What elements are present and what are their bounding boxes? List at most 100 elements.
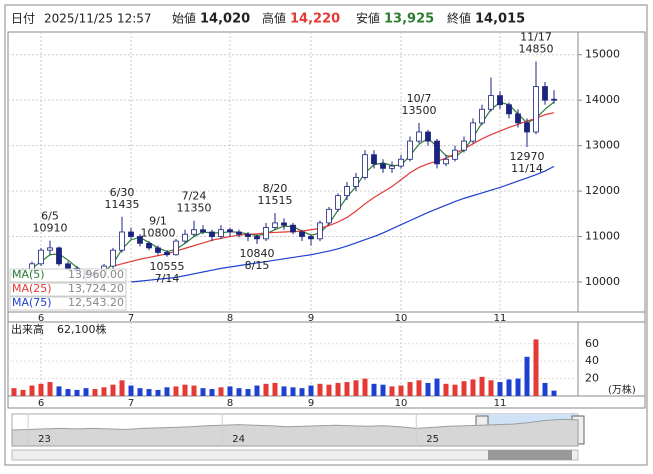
volume-bar bbox=[506, 379, 512, 396]
navigator-area bbox=[11, 418, 579, 447]
volume-bar bbox=[533, 339, 539, 396]
candle-body bbox=[65, 263, 71, 269]
candle-body bbox=[488, 95, 494, 110]
volume-bar bbox=[335, 382, 341, 396]
annotation: 8/20 bbox=[263, 182, 288, 195]
annotation: 7/14 bbox=[155, 272, 180, 285]
candle-body bbox=[128, 231, 134, 237]
candle-body bbox=[398, 158, 404, 167]
volume-bar bbox=[119, 380, 125, 396]
candle-body bbox=[425, 131, 431, 142]
y-tick-label: 20 bbox=[585, 372, 599, 385]
candle-body bbox=[479, 108, 485, 124]
volume-bar bbox=[524, 356, 530, 396]
volume-bar bbox=[74, 389, 80, 396]
volume-bar bbox=[389, 386, 395, 396]
header-value: 14,020 bbox=[200, 12, 250, 27]
x-tick-label: 6 bbox=[38, 398, 44, 409]
candle-body bbox=[515, 113, 521, 124]
candle-body bbox=[407, 140, 413, 160]
volume-bar bbox=[164, 387, 170, 396]
candle-body bbox=[56, 247, 62, 265]
ma-line bbox=[130, 165, 555, 283]
volume-bar bbox=[173, 386, 179, 396]
legend-name: MA(75) bbox=[12, 296, 52, 309]
volume-bar bbox=[209, 389, 215, 396]
candle-body bbox=[524, 122, 530, 133]
candle-body bbox=[245, 233, 251, 237]
volume-bar bbox=[542, 382, 548, 396]
scrollbar-thumb[interactable] bbox=[488, 450, 572, 460]
candle-body bbox=[263, 227, 269, 240]
volume-bar bbox=[20, 389, 26, 396]
annotation: 10555 bbox=[150, 260, 185, 273]
header-value: 14,015 bbox=[475, 12, 525, 27]
x-tick-label: 7 bbox=[128, 313, 134, 324]
header-value: 14,220 bbox=[290, 12, 340, 27]
scrollbar[interactable] bbox=[11, 449, 579, 461]
candle-body bbox=[290, 224, 296, 233]
candle-body bbox=[110, 249, 116, 267]
x-tick-label: 11 bbox=[494, 398, 507, 409]
volume-bar bbox=[299, 388, 305, 396]
navigator-label: 25 bbox=[426, 434, 439, 445]
volume-value: 62,100株 bbox=[57, 322, 107, 336]
volume-bar bbox=[92, 389, 98, 396]
volume-bar bbox=[65, 389, 71, 396]
volume-bar bbox=[317, 383, 323, 396]
volume-bar bbox=[272, 382, 278, 396]
annotation: 10/7 bbox=[407, 92, 432, 105]
candle-body bbox=[200, 229, 206, 233]
volume-bar bbox=[38, 383, 44, 396]
volume-bar bbox=[353, 380, 359, 396]
legend-box bbox=[9, 296, 127, 311]
volume-bar bbox=[434, 378, 440, 396]
annotation: 11515 bbox=[258, 194, 293, 207]
volume-bar bbox=[200, 388, 206, 396]
candle-body bbox=[452, 149, 458, 160]
candle-body bbox=[326, 208, 332, 224]
annotation: 11350 bbox=[177, 202, 212, 215]
header-label: 高値 bbox=[262, 11, 286, 26]
unit-label: (万株) bbox=[608, 383, 636, 396]
volume-bar bbox=[371, 383, 377, 396]
annotation: 9/1 bbox=[149, 215, 167, 228]
candle-body bbox=[155, 247, 161, 253]
y-tick-label: 60 bbox=[585, 337, 599, 350]
candle-body bbox=[470, 122, 476, 142]
annotation: 7/24 bbox=[182, 190, 207, 203]
volume-bar bbox=[479, 376, 485, 396]
annotation: 11/17 bbox=[520, 31, 552, 44]
x-tick-label: 7 bbox=[128, 398, 134, 409]
x-tick-label: 10 bbox=[395, 313, 408, 324]
x-tick-label: 9 bbox=[308, 313, 314, 324]
y-tick-label: 40 bbox=[585, 354, 599, 367]
x-tick-label: 8 bbox=[227, 313, 233, 324]
annotation: 6/5 bbox=[41, 210, 59, 223]
candle-body bbox=[47, 247, 53, 251]
x-tick-label: 6 bbox=[38, 313, 44, 324]
annotation: 6/30 bbox=[110, 186, 135, 199]
candle-body bbox=[209, 231, 215, 237]
navigator-label: 24 bbox=[232, 434, 245, 445]
volume-bar bbox=[515, 378, 521, 396]
volume-bar bbox=[128, 385, 134, 396]
annotation: 10800 bbox=[141, 227, 176, 240]
volume-bar bbox=[497, 382, 503, 396]
volume-bar bbox=[218, 387, 224, 396]
annotation: 11435 bbox=[105, 198, 140, 211]
volume-bar bbox=[11, 388, 17, 396]
volume-bar bbox=[254, 385, 260, 396]
x-tick-label: 9 bbox=[308, 398, 314, 409]
annotation: 13500 bbox=[402, 104, 437, 117]
legend-value: 13,724.20 bbox=[68, 282, 124, 295]
candle-body bbox=[380, 163, 386, 169]
candle-body bbox=[353, 177, 359, 187]
x-tick-label: 8 bbox=[227, 398, 233, 409]
candle-body bbox=[371, 154, 377, 165]
volume-bar bbox=[110, 384, 116, 396]
y-tick-label: 15000 bbox=[585, 48, 620, 61]
legend-value: 12,543.20 bbox=[68, 296, 124, 309]
volume-bar bbox=[290, 387, 296, 396]
candle-body bbox=[38, 249, 44, 265]
